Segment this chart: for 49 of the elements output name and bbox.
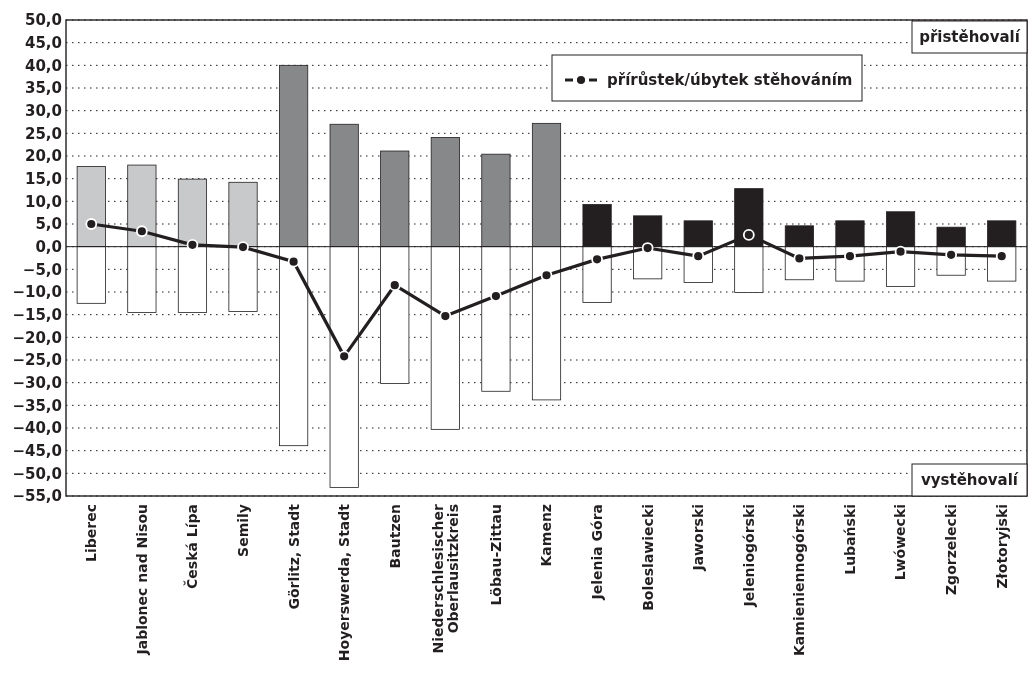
y-tick-label: −55,0 — [12, 487, 62, 506]
x-tick-label: Lubański — [841, 504, 858, 575]
point — [439, 310, 452, 322]
y-tick-label: −50,0 — [12, 464, 62, 483]
point — [742, 228, 755, 241]
y-tick-label: −30,0 — [12, 373, 62, 392]
y-tick-label: 35,0 — [24, 79, 62, 98]
point — [135, 225, 148, 238]
x-tick-label: Hoyerswerda, Stadt — [336, 503, 353, 662]
y-tick-label: −45,0 — [12, 441, 62, 460]
y-tick-label: 5,0 — [35, 215, 62, 234]
y-tick-label: 45,0 — [24, 33, 62, 52]
x-tick-label: Löbau-Zittau — [487, 504, 504, 606]
y-tick-label: 25,0 — [24, 124, 62, 143]
y-tick-label: 30,0 — [24, 101, 62, 120]
x-tick-label: Jaworski — [690, 504, 707, 572]
y-tick-label: 40,0 — [24, 56, 62, 75]
y-tick-label: −35,0 — [12, 396, 62, 415]
annotation: vystěhovalí — [921, 471, 1019, 490]
y-tick-label: −15,0 — [12, 305, 62, 324]
x-tick-label: Česká Lípa — [183, 504, 201, 589]
x-tick-label: Görlitz, Stadt — [285, 503, 302, 610]
x-tick-label: Jablonec nad Nisou — [133, 504, 150, 656]
x-tick-label: Kamieniennogórski — [791, 504, 808, 656]
y-tick-label: −25,0 — [12, 351, 62, 370]
x-tick-label: Bautzen — [386, 504, 403, 569]
y-tick-label: −40,0 — [12, 419, 62, 438]
y-tick-label: 50,0 — [24, 11, 62, 30]
y-tick-label: 10,0 — [24, 192, 62, 211]
point — [641, 242, 654, 254]
x-tick-label: Zgorzelecki — [943, 504, 960, 596]
point — [85, 218, 98, 230]
x-tick-label: Liberec — [83, 504, 100, 562]
y-tick-label: 15,0 — [24, 169, 62, 188]
x-tick-label: Jelenia Góra — [588, 504, 605, 601]
x-tick-label: Złotoryjski — [993, 504, 1010, 589]
y-tick-label: 20,0 — [24, 147, 62, 166]
y-tick-label: −5,0 — [22, 260, 62, 279]
x-tick-label: Boleslawiecki — [639, 504, 656, 611]
legend-label: přírůstek/úbytek stěhováním — [607, 71, 853, 90]
x-tick-label: Lwówecki — [892, 504, 909, 581]
x-tick-label: Jeleniogórski — [740, 504, 757, 608]
annotation: přistěhovalí — [919, 28, 1021, 47]
x-tick-label: Niederschlesischer Oberlausitzkreis — [429, 503, 461, 654]
y-tick-label: 0,0 — [35, 237, 62, 256]
y-tick-label: −20,0 — [12, 328, 62, 347]
x-tick-label: Kamenz — [538, 504, 555, 567]
x-tick-label: Semily — [234, 504, 251, 557]
y-tick-label: −10,0 — [12, 283, 62, 302]
